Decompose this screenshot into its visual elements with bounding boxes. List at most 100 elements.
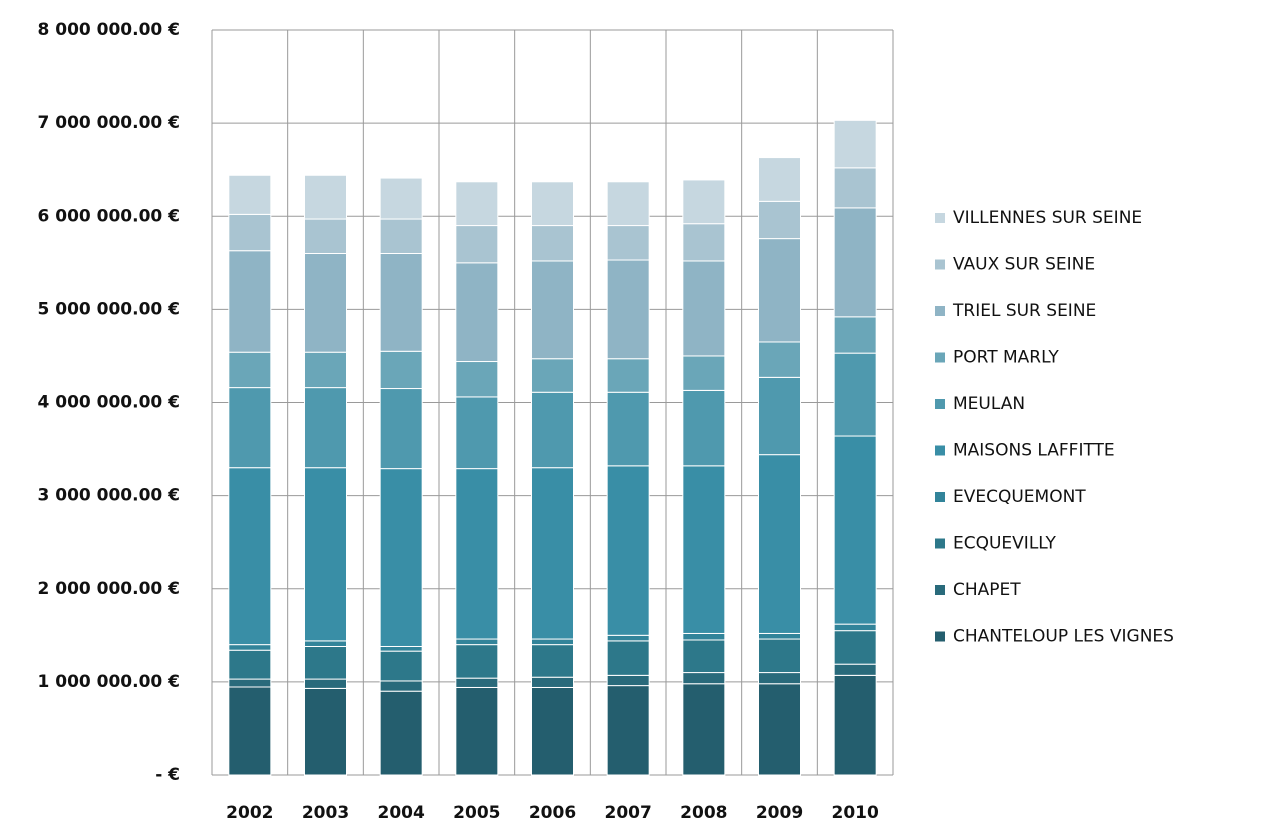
- bar-segment: [304, 351, 347, 389]
- x-tick-label: 2002: [226, 803, 273, 823]
- bar-segment: [833, 630, 877, 665]
- bar-segment: [833, 167, 877, 209]
- y-tick-label: 3 000 000.00 €: [38, 486, 181, 506]
- bar-segment: [304, 687, 347, 776]
- legend-swatch: [935, 306, 945, 316]
- legend-label: EVECQUEMONT: [953, 487, 1086, 507]
- bar-segment: [682, 632, 726, 641]
- bar-segment: [606, 685, 650, 776]
- bar-segment: [379, 680, 423, 692]
- bar-segment: [455, 361, 499, 398]
- bar-segment: [682, 260, 726, 357]
- bar-segment: [228, 686, 272, 776]
- bar-segment: [833, 663, 877, 676]
- bar-segment: [531, 686, 574, 776]
- bar-segment: [379, 468, 423, 647]
- y-tick-label: 2 000 000.00 €: [38, 579, 181, 599]
- bar-segment: [455, 686, 499, 776]
- bar-segment: [228, 644, 272, 651]
- bar-segment: [758, 341, 801, 378]
- bar-segment: [758, 683, 801, 776]
- bar-segment: [531, 181, 574, 227]
- x-tick-label: 2004: [378, 803, 425, 823]
- legend-label: PORT MARLY: [953, 348, 1059, 368]
- legend-label: VILLENNES SUR SEINE: [953, 208, 1142, 228]
- bar-segment: [455, 262, 499, 363]
- bar-segment: [379, 650, 423, 682]
- x-tick-label: 2003: [302, 803, 349, 823]
- bar-segment: [228, 351, 272, 389]
- bar-segment: [455, 396, 499, 470]
- bar-segment: [304, 678, 347, 689]
- legend-swatch: [935, 352, 945, 363]
- y-tick-label: 6 000 000.00 €: [38, 206, 181, 226]
- y-tick-label: 7 000 000.00 €: [38, 113, 181, 133]
- legend-swatch: [935, 585, 945, 595]
- bar-segment: [606, 181, 650, 227]
- bar-segment: [682, 355, 726, 391]
- legend-swatch: [935, 538, 945, 549]
- bar-segment: [758, 632, 801, 640]
- bar-segment: [758, 157, 801, 202]
- bar-segment: [228, 387, 272, 469]
- bar-segment: [304, 218, 347, 254]
- x-tick-label: 2009: [756, 803, 803, 823]
- x-tick-label: 2005: [453, 803, 500, 823]
- bar-segment: [455, 468, 499, 640]
- bar-segment: [228, 250, 272, 353]
- bar-segment: [606, 465, 650, 636]
- bar-segment: [682, 683, 726, 776]
- bar-segment: [531, 260, 574, 360]
- bar-segment: [606, 358, 650, 393]
- legend-label: VAUX SUR SEINE: [953, 255, 1095, 275]
- x-tick-label: 2008: [680, 803, 727, 823]
- bar-segment: [531, 467, 574, 640]
- bar-segment: [758, 638, 801, 674]
- bar-segment: [455, 181, 499, 227]
- bar-segment: [833, 352, 877, 437]
- bar-segment: [833, 623, 877, 632]
- legend-label: CHAPET: [953, 580, 1021, 600]
- bar-segment: [833, 207, 877, 318]
- bar-segment: [606, 391, 650, 467]
- bar-segment: [304, 253, 347, 353]
- bar-segment: [606, 225, 650, 261]
- legend-label: ECQUEVILLY: [953, 534, 1057, 554]
- bar-segment: [304, 645, 347, 680]
- bar-segment: [531, 391, 574, 469]
- bar-segment: [304, 640, 347, 647]
- legend-label: CHANTELOUP LES VIGNES: [953, 627, 1174, 647]
- bar-segment: [682, 223, 726, 262]
- bar-segment: [833, 119, 877, 169]
- bar-segment: [379, 690, 423, 776]
- bar-segment: [379, 645, 423, 652]
- bar-segment: [379, 350, 423, 390]
- bar-segment: [228, 213, 272, 252]
- legend-swatch: [935, 492, 945, 502]
- bar-segment: [228, 467, 272, 646]
- y-tick-label: 1 000 000.00 €: [38, 672, 181, 692]
- legend-swatch: [935, 399, 945, 409]
- legend-swatch: [935, 445, 945, 456]
- y-tick-label: 4 000 000.00 €: [38, 393, 181, 413]
- bar-segment: [379, 388, 423, 470]
- bar-segment: [758, 200, 801, 240]
- bar-segment: [228, 174, 272, 215]
- legend-swatch: [935, 631, 945, 642]
- legend-label: TRIEL SUR SEINE: [952, 301, 1096, 321]
- x-tick-label: 2006: [529, 803, 576, 823]
- bar-segment: [455, 225, 499, 264]
- bar-segment: [758, 672, 801, 685]
- bar-segment: [758, 454, 801, 634]
- y-tick-label: 5 000 000.00 €: [38, 299, 181, 319]
- bar-segment: [531, 225, 574, 262]
- y-tick-label: 8 000 000.00 €: [38, 20, 181, 40]
- bar-segment: [455, 644, 499, 679]
- bar-segment: [304, 387, 347, 469]
- bar-segment: [379, 177, 423, 220]
- x-tick-label: 2010: [832, 803, 879, 823]
- bar-segment: [379, 253, 423, 352]
- bar-segment: [606, 640, 650, 676]
- bar-segment: [228, 678, 272, 688]
